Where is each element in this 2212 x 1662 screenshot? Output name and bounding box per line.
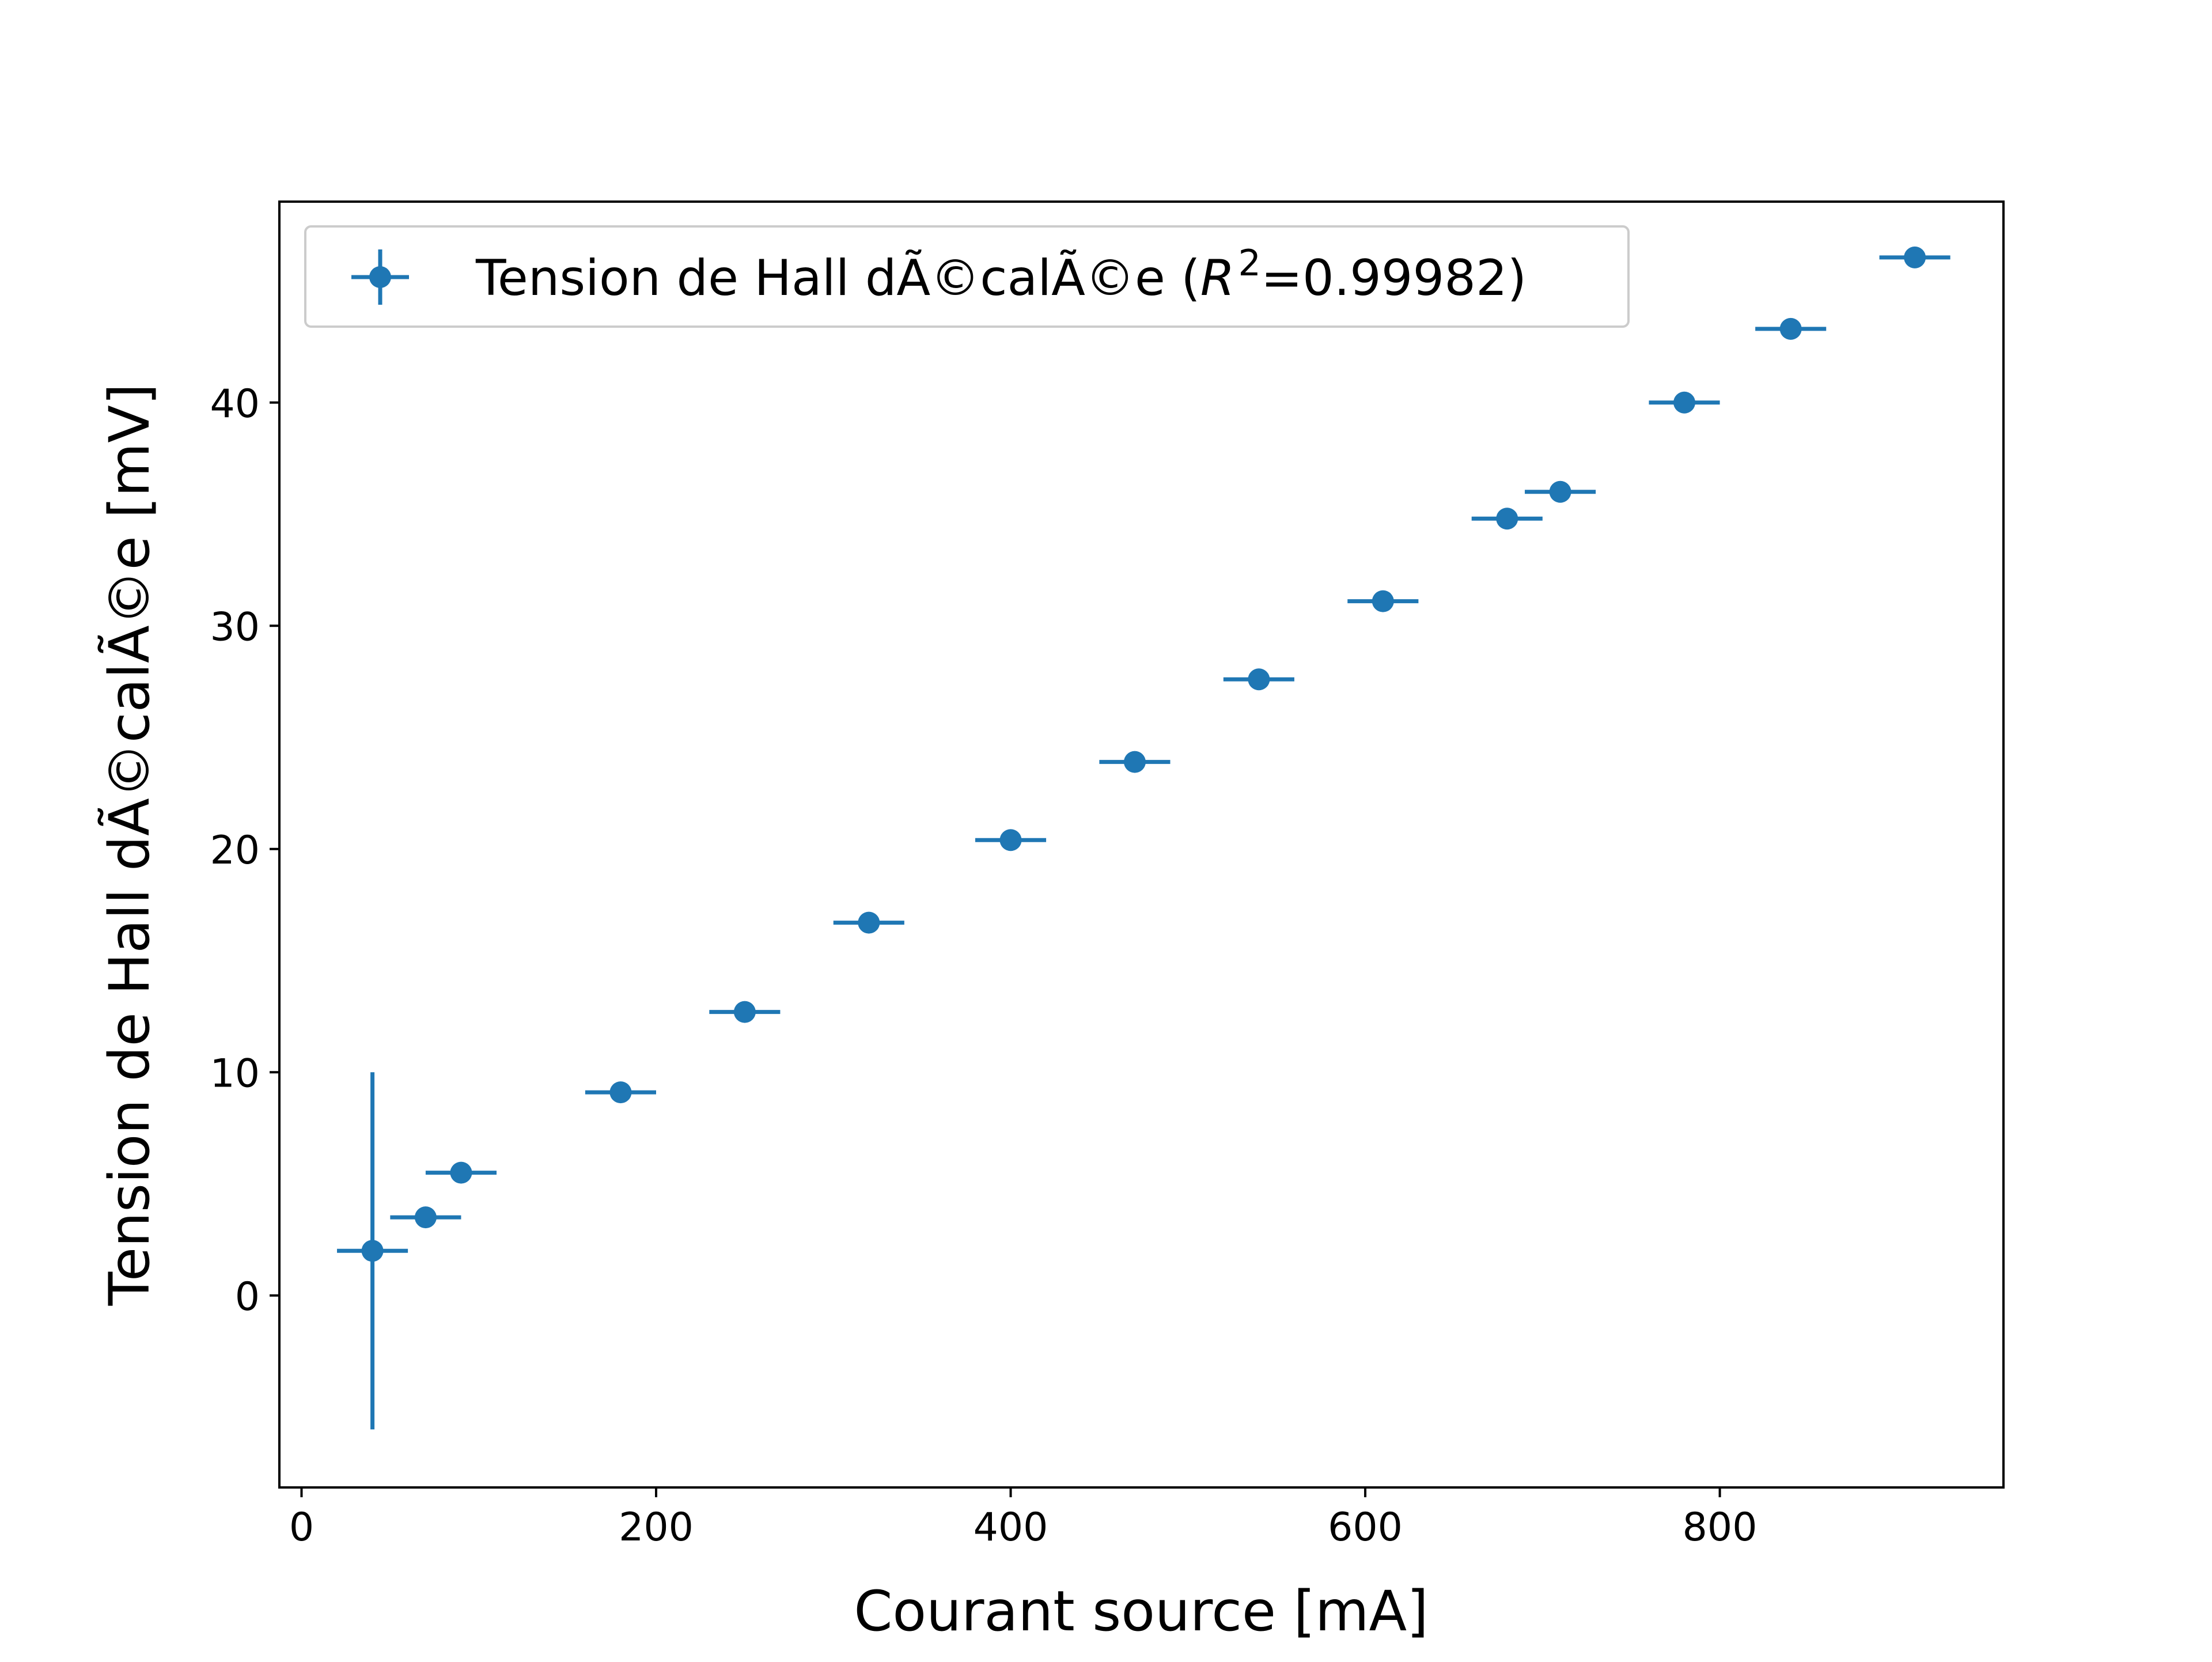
x-tick-label: 400 bbox=[974, 1505, 1048, 1550]
y-tick-label: 30 bbox=[210, 604, 260, 650]
data-point bbox=[858, 911, 880, 934]
legend-label-r: R bbox=[1200, 249, 1235, 307]
x-tick-label: 800 bbox=[1683, 1505, 1758, 1550]
x-axis-title: Courant source [mA] bbox=[854, 1579, 1428, 1644]
plot-frame bbox=[278, 200, 2005, 1489]
legend-label-superscript: 2 bbox=[1238, 242, 1261, 284]
marks-layer bbox=[337, 246, 1950, 1430]
x-tick-label: 200 bbox=[619, 1505, 694, 1550]
data-point bbox=[1123, 751, 1146, 773]
data-point bbox=[1372, 590, 1394, 612]
data-point bbox=[1904, 246, 1926, 268]
data-point bbox=[1248, 668, 1270, 691]
data-point bbox=[1779, 317, 1802, 340]
y-tick-label: 20 bbox=[210, 828, 260, 873]
data-point bbox=[450, 1161, 472, 1184]
y-tick-label: 0 bbox=[235, 1274, 260, 1320]
legend-box bbox=[304, 225, 1630, 328]
x-tick-label: 0 bbox=[289, 1505, 314, 1550]
legend-label: Tension de Hall dÃ©calÃ©e (R2=0.99982) bbox=[475, 242, 1527, 307]
data-point bbox=[733, 1001, 756, 1023]
legend-point-marker bbox=[369, 266, 391, 288]
legend-label-suffix: =0.99982) bbox=[1261, 249, 1527, 307]
data-point bbox=[361, 1240, 384, 1262]
legend: Tension de Hall dÃ©calÃ©e (R2=0.99982) bbox=[304, 225, 1630, 328]
data-point bbox=[609, 1081, 632, 1104]
y-tick-label: 10 bbox=[210, 1051, 260, 1096]
legend-label-prefix: Tension de Hall dÃ©calÃ©e ( bbox=[475, 249, 1200, 307]
y-tick-label: 40 bbox=[210, 381, 260, 427]
data-point bbox=[414, 1206, 437, 1229]
data-point bbox=[1673, 391, 1696, 414]
data-point bbox=[1549, 480, 1571, 503]
ticks-layer: 0 200 400 600 800 0 10 20 30 40 bbox=[210, 381, 1757, 1550]
data-point bbox=[1496, 508, 1518, 530]
x-tick-label: 600 bbox=[1328, 1505, 1403, 1550]
y-axis-title: Tension de Hall dÃ©calÃ©e [mV] bbox=[97, 384, 162, 1307]
data-point bbox=[999, 829, 1022, 851]
